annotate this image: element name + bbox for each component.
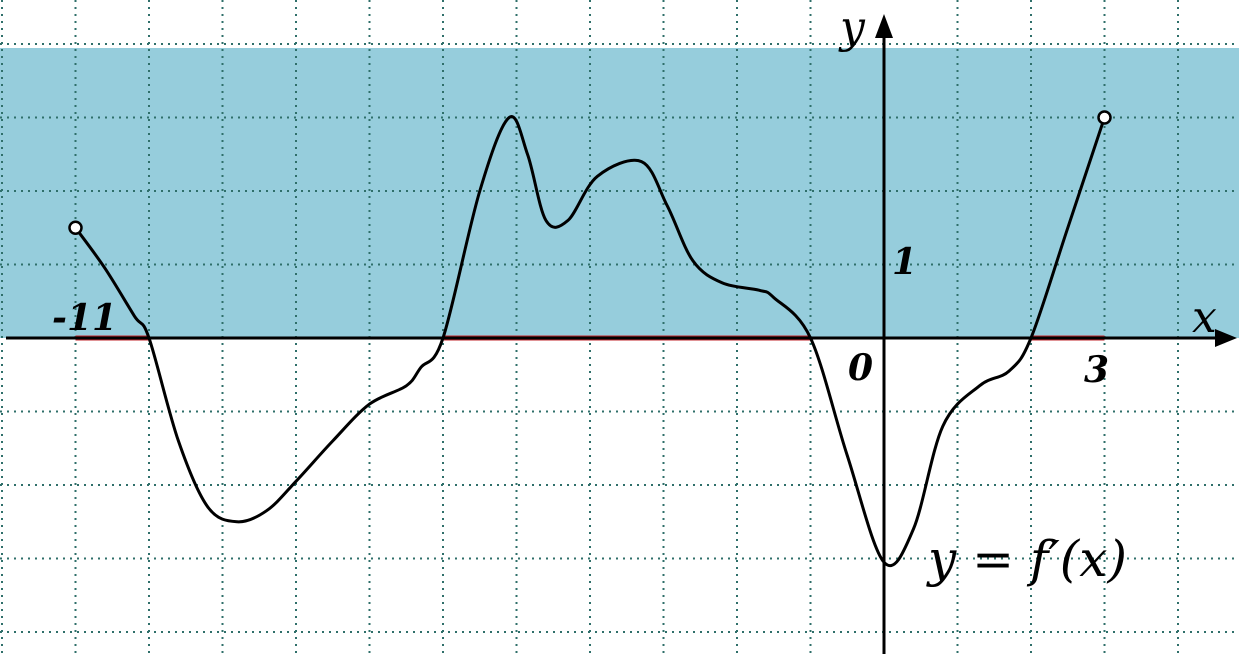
x-axis-label: x	[1192, 292, 1217, 343]
tick-label-origin: 0	[848, 347, 873, 389]
y-axis-arrow-icon	[875, 14, 893, 38]
tick-label-minus-11: -11	[52, 297, 117, 339]
x-axis-arrow-icon	[1215, 329, 1237, 347]
function-label: y = f′(x)	[926, 530, 1127, 588]
endpoints	[68, 110, 1112, 235]
tick-label-3: 3	[1084, 349, 1109, 391]
positive-region-shade	[0, 48, 1239, 338]
y-axis-label: y	[838, 2, 866, 53]
open-endpoint	[1097, 110, 1112, 125]
tick-label-1: 1	[892, 241, 917, 283]
open-endpoint	[68, 220, 83, 235]
derivative-curve	[74, 115, 1106, 568]
